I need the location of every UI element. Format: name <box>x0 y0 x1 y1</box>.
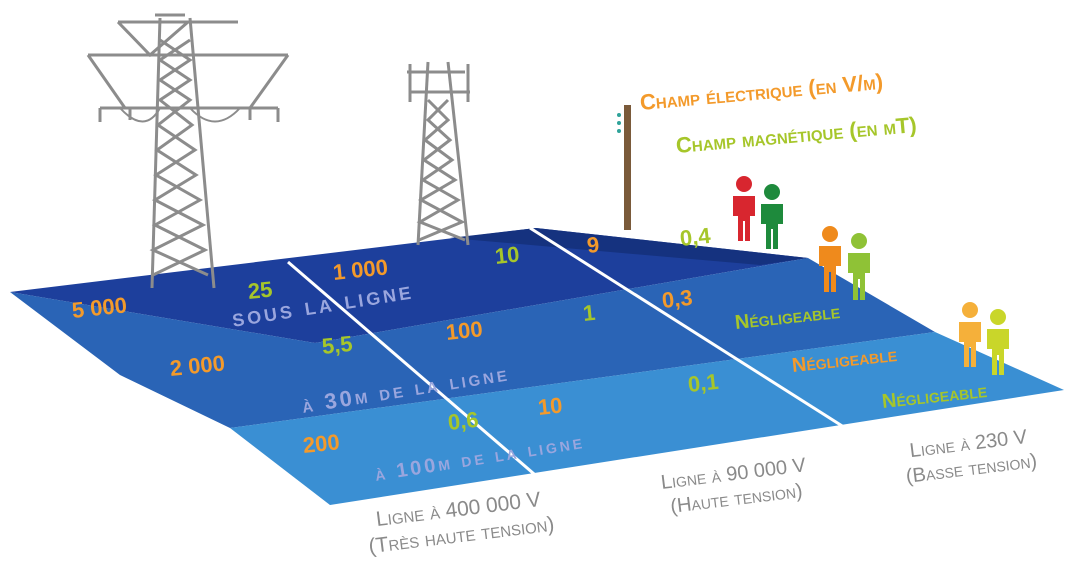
value-electric-400kv-30m: 2 000 <box>168 350 227 381</box>
wooden-pole-icon <box>617 105 631 230</box>
value-magnetic-400kv-under: 25 <box>246 276 274 304</box>
value-magnetic-90kv-30m: 1 <box>581 299 597 326</box>
value-electric-90kv-under: 1 000 <box>331 254 390 285</box>
value-magnetic-400kv-30m: 5,5 <box>320 330 354 359</box>
value-magnetic-90kv-under: 10 <box>493 241 521 269</box>
ground-grid <box>10 226 1064 505</box>
person-icon-lightorange <box>959 302 981 367</box>
divider-90-230 <box>529 226 859 438</box>
person-icon-yellow <box>987 309 1009 375</box>
band-row-2 <box>230 332 1064 505</box>
band-row-0 <box>10 228 808 343</box>
band-row-0-highlight <box>450 228 808 265</box>
value-electric-90kv-30m: 100 <box>444 316 484 345</box>
person-icon-lime <box>848 233 870 300</box>
value-magnetic-400kv-100m: 0,6 <box>446 406 480 435</box>
medium-voltage-pylon-icon <box>407 61 470 246</box>
person-icon-orange <box>819 226 841 292</box>
value-electric-90kv-100m: 10 <box>536 392 564 420</box>
band-row-1 <box>10 258 935 428</box>
value-magnetic-90kv-100m: 0,1 <box>686 368 720 397</box>
value-magnetic-230v-under: 0,4 <box>678 222 712 251</box>
person-icon-red <box>733 176 755 241</box>
divider-400-90 <box>287 260 549 488</box>
value-electric-230v-30m: 0,3 <box>660 284 694 313</box>
high-voltage-pylon-icon <box>86 13 290 289</box>
value-electric-230v-under: 9 <box>585 231 601 258</box>
value-electric-400kv-under: 5 000 <box>70 292 129 323</box>
person-icon-green <box>761 184 783 249</box>
value-electric-400kv-100m: 200 <box>301 429 341 458</box>
